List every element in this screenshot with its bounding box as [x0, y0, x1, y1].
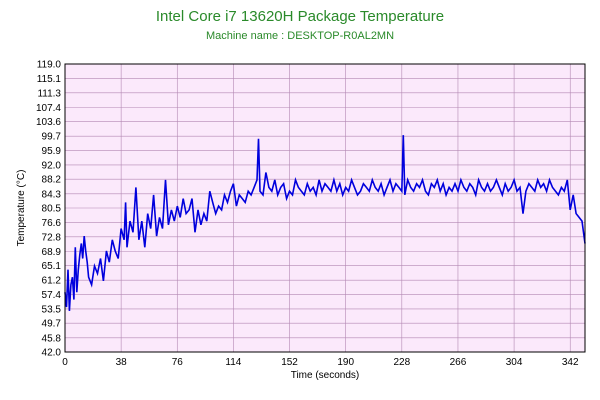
x-tick-label: 266	[450, 357, 467, 368]
y-tick-labels: 119.0 115.1 111.3 107.4 103.6 99.7 95.9 92.0 88.…	[36, 60, 61, 359]
y-tick-label: 84.3	[42, 189, 62, 200]
y-tick-label: 99.7	[42, 132, 62, 143]
y-tick-label: 80.5	[42, 204, 62, 215]
x-axis-label: Time (seconds)	[291, 370, 360, 381]
y-tick-label: 65.1	[42, 261, 62, 272]
y-tick-label: 53.5	[42, 304, 62, 315]
chart-title: Intel Core i7 13620H Package Temperature	[155, 8, 445, 25]
y-tick-label: 49.7	[42, 319, 62, 330]
x-tick-labels: 0 38 76 114 152 190 228 266 304 342	[62, 357, 579, 368]
temperature-series-line	[64, 135, 586, 311]
chart-subtitle: Machine name : DESKTOP-R0AL2MN	[205, 30, 395, 42]
y-tick-label: 45.8	[42, 333, 62, 344]
grid-lines	[64, 63, 585, 353]
y-tick-label: 42.0	[42, 348, 62, 359]
y-tick-label: 103.6	[36, 117, 61, 128]
x-tick-label: 342	[562, 357, 579, 368]
y-tick-label: 107.4	[36, 103, 61, 114]
y-tick-label: 111.3	[37, 88, 61, 99]
x-tick-label: 304	[506, 357, 523, 368]
y-tick-label: 92.0	[42, 160, 62, 171]
y-tick-label: 68.9	[42, 247, 62, 258]
x-tick-label: 0	[62, 357, 68, 368]
y-tick-label: 76.6	[42, 218, 62, 229]
y-tick-label: 119.0	[37, 60, 62, 71]
x-tick-label: 114	[225, 357, 241, 368]
x-tick-label: 76	[172, 357, 184, 368]
x-tick-label: 38	[116, 357, 128, 368]
y-tick-label: 61.2	[42, 276, 62, 287]
x-tick-label: 190	[337, 357, 354, 368]
y-axis-label: Temperature (°C)	[16, 170, 27, 247]
x-tick-label: 152	[281, 357, 298, 368]
y-tick-label: 115.1	[37, 74, 62, 85]
y-tick-label: 72.8	[42, 232, 62, 243]
y-tick-label: 88.2	[42, 175, 62, 186]
y-tick-label: 95.9	[42, 146, 62, 157]
x-tick-label: 228	[393, 357, 410, 368]
y-tick-label: 57.4	[42, 290, 62, 301]
plot-border	[64, 63, 586, 353]
